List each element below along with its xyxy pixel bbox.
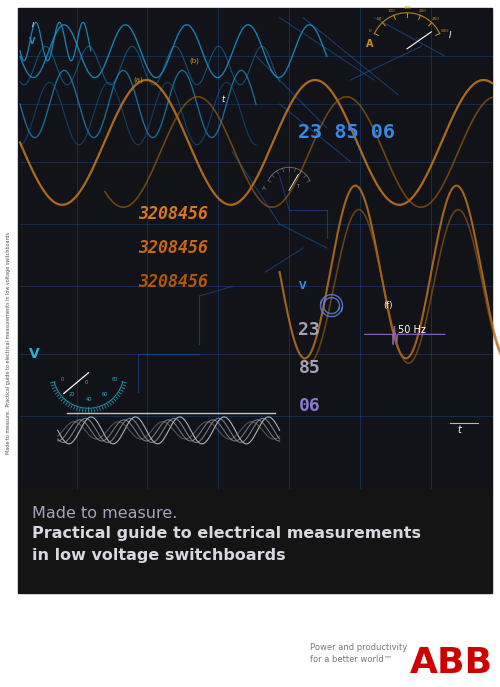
Text: V: V (30, 37, 36, 46)
Text: 40: 40 (86, 397, 91, 402)
Text: (f): (f) (384, 301, 393, 310)
Text: 20: 20 (69, 392, 75, 396)
Text: t: t (222, 95, 224, 104)
Text: 250: 250 (431, 17, 439, 21)
Text: I: I (449, 31, 452, 40)
Text: A: A (262, 186, 266, 192)
Text: (a): (a) (133, 77, 143, 83)
Text: 0: 0 (85, 380, 88, 385)
Text: V: V (29, 347, 40, 361)
Text: 50: 50 (376, 17, 382, 21)
Text: 3208456: 3208456 (138, 239, 208, 257)
Text: 50 Hz: 50 Hz (398, 324, 425, 335)
Text: 3208456: 3208456 (138, 273, 208, 291)
Text: 80: 80 (111, 377, 117, 382)
Text: 200: 200 (418, 9, 426, 12)
Bar (18, 488, 492, 593)
Text: in low voltage switchboards: in low voltage switchboards (32, 548, 285, 563)
Text: 0: 0 (61, 377, 64, 382)
Text: 150: 150 (403, 5, 411, 10)
Text: I: I (32, 22, 34, 27)
Text: Made to measure.: Made to measure. (32, 506, 178, 521)
Bar (18, 8, 492, 488)
Text: T: T (296, 184, 299, 189)
Text: Made to measure.  Practical guide to electrical measurements in low voltage swit: Made to measure. Practical guide to elec… (6, 232, 12, 454)
Text: t: t (457, 425, 461, 436)
Text: ABB: ABB (410, 646, 493, 680)
Text: for a better world™: for a better world™ (310, 655, 392, 664)
Text: 23: 23 (298, 321, 320, 339)
Text: 60: 60 (102, 392, 108, 396)
Text: A: A (366, 38, 374, 49)
Text: 0: 0 (368, 30, 371, 34)
Text: Practical guide to electrical measurements: Practical guide to electrical measuremen… (32, 526, 421, 541)
Text: Power and productivity: Power and productivity (310, 644, 407, 653)
Text: 85: 85 (298, 359, 320, 377)
Text: V: V (298, 282, 306, 291)
Text: 500: 500 (440, 30, 448, 34)
Text: 23 85 06: 23 85 06 (298, 123, 396, 142)
Text: 06: 06 (298, 397, 320, 416)
Text: 100: 100 (388, 9, 396, 12)
Text: 3208456: 3208456 (138, 205, 208, 223)
Text: (b): (b) (190, 58, 200, 64)
